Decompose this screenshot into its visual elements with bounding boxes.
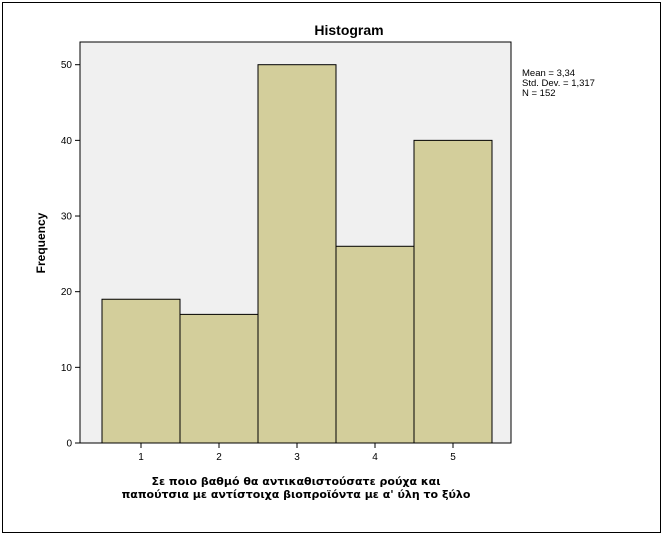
x-tick-label-4: 4	[372, 452, 378, 463]
x-tick-label-2: 2	[216, 452, 222, 463]
bar-2	[179, 313, 259, 444]
x-tick-label-3: 3	[294, 452, 300, 463]
y-axis: 0 10 20 30 40 50	[61, 60, 80, 450]
stats-mean: Mean = 3,34	[522, 68, 575, 79]
bar-4	[335, 245, 415, 444]
bars-group	[101, 64, 493, 444]
x-axis: 1 2 3 4 5	[138, 443, 456, 463]
y-tick-label-30: 30	[61, 212, 73, 223]
x-axis-title-line-1: Σε ποιο βαθμό θα αντικαθιστούσατε ρούχα …	[151, 475, 440, 488]
x-tick-label-5: 5	[450, 452, 456, 463]
bar-1	[101, 298, 181, 444]
bar-5	[413, 139, 493, 444]
y-tick-label-40: 40	[61, 136, 73, 147]
stats-std-dev: Std. Dev. = 1,317	[522, 78, 595, 89]
bar-3	[257, 64, 337, 444]
y-tick-label-0: 0	[66, 439, 72, 450]
chart-title: Histogram	[314, 22, 383, 38]
x-axis-title-line-2: παπούτσια με αντίστοιχα βιοπροϊόντα με α…	[122, 488, 471, 501]
y-tick-label-50: 50	[61, 60, 73, 71]
stats-n: N = 152	[522, 88, 556, 99]
y-tick-label-10: 10	[61, 363, 73, 374]
y-axis-title: Frequency	[34, 212, 48, 273]
x-tick-label-1: 1	[138, 452, 144, 463]
y-tick-label-20: 20	[61, 287, 73, 298]
